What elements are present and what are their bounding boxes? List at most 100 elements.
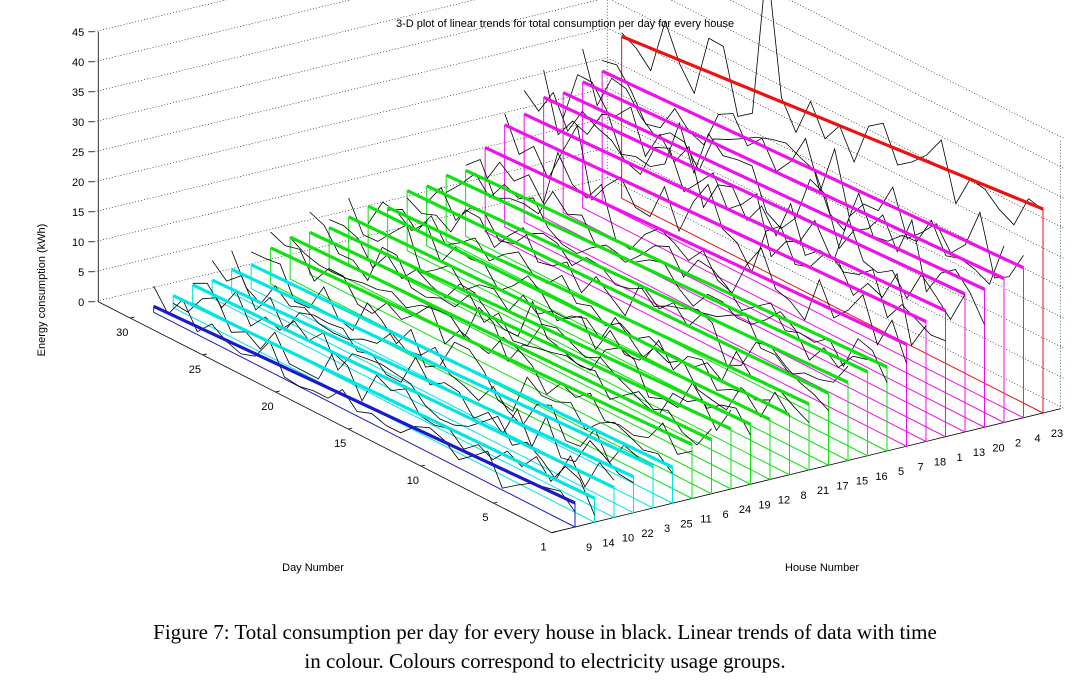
data-line <box>562 74 985 325</box>
grid-line <box>607 147 1065 379</box>
z-tick-label: 45 <box>72 27 84 39</box>
trend-line <box>581 80 1005 280</box>
trend-stem <box>426 185 849 462</box>
trend-stem <box>309 232 732 490</box>
trend-line <box>601 69 1025 270</box>
grid-line <box>94 177 608 303</box>
trend-stem <box>328 227 751 486</box>
grid-line <box>94 57 608 183</box>
data-line <box>211 260 634 484</box>
trend-stem <box>582 81 1005 424</box>
trend-stem <box>192 284 615 519</box>
trend-stem <box>601 71 1024 419</box>
z-axis-label: Energy consumption (kWh) <box>36 224 48 357</box>
trend-line <box>484 146 908 346</box>
data-line <box>367 201 790 418</box>
house-tick-label: 2 <box>1015 438 1021 450</box>
house-tick-label: 13 <box>973 447 985 459</box>
z-tick-label: 20 <box>72 177 84 189</box>
data-line <box>231 250 654 468</box>
house-tick-label: 16 <box>875 471 887 483</box>
trend-lines <box>152 34 1044 505</box>
grid-line <box>94 0 600 123</box>
grid-line <box>94 0 476 93</box>
trend-line <box>367 204 791 417</box>
trend-line <box>328 226 752 426</box>
chart-3d-plot: 3-D plot of linear trends for total cons… <box>36 0 1065 574</box>
trend-stem <box>367 206 790 476</box>
house-tick-label: 17 <box>836 480 848 492</box>
caption-line-1: Figure 7: Total consumption per day for … <box>153 620 937 644</box>
house-tick-label: 4 <box>1034 433 1040 445</box>
day-tick <box>551 531 556 534</box>
trend-stem <box>387 207 810 471</box>
grid-line <box>789 0 1065 139</box>
house-tick-label: 11 <box>700 514 711 526</box>
data-line <box>602 60 1024 279</box>
trend-line <box>406 189 830 395</box>
trend-line <box>445 173 869 374</box>
caption-line-2: in colour. Colours correspond to electri… <box>304 649 786 673</box>
day-tick <box>348 427 353 430</box>
trend-line <box>250 263 674 469</box>
house-tick-label: 6 <box>722 509 728 521</box>
grid-line <box>670 0 1065 199</box>
z-tick-label: 25 <box>72 147 84 159</box>
day-tick <box>420 464 425 467</box>
house-tick-label: 8 <box>800 490 806 502</box>
day-tick-label: 5 <box>482 512 488 524</box>
grid-line <box>94 27 608 153</box>
house-tick-label: 14 <box>602 537 614 549</box>
trend-line <box>308 230 732 431</box>
data-line <box>426 186 849 383</box>
grid-line <box>94 117 608 243</box>
grid-line <box>607 177 1065 409</box>
day-tick-label: 15 <box>334 438 346 450</box>
house-tick-label: 19 <box>758 499 770 511</box>
day-tick <box>493 501 498 504</box>
data-line <box>270 231 693 455</box>
house-tick-label: 12 <box>778 495 790 507</box>
trend-stem <box>211 280 634 514</box>
trend-stem <box>231 269 654 509</box>
day-tick <box>202 353 207 356</box>
day-tick-label: 20 <box>261 401 273 413</box>
house-tick-label: 23 <box>1051 428 1063 440</box>
trend-stem <box>504 124 927 443</box>
house-tick-label: 25 <box>680 518 692 530</box>
trend-stem <box>621 36 1044 414</box>
z-tick-label: 10 <box>72 237 84 249</box>
trend-stem <box>543 97 966 433</box>
trend-line <box>523 112 947 313</box>
grid-line <box>607 117 1065 349</box>
grid-line <box>607 87 1065 319</box>
data-line <box>250 251 673 474</box>
chart-title: 3-D plot of linear trends for total cons… <box>396 18 734 30</box>
day-tick-label: 1 <box>541 542 547 554</box>
house-tick-label: 5 <box>898 466 904 478</box>
trend-line <box>191 283 615 489</box>
figure-caption: Figure 7: Total consumption per day for … <box>0 618 1090 676</box>
house-tick-label: 21 <box>817 485 829 497</box>
trend-stem <box>406 190 829 467</box>
grid-line <box>94 0 227 33</box>
house-tick-label: 1 <box>956 452 962 464</box>
z-tick-label: 0 <box>78 297 84 309</box>
trend-line <box>289 235 713 442</box>
data-line <box>504 113 927 347</box>
house-tick-label: 18 <box>934 457 946 469</box>
trend-line <box>425 184 849 384</box>
trend-line <box>386 205 810 406</box>
data-line <box>289 237 712 446</box>
house-tick-label: 10 <box>622 533 634 545</box>
grid-line <box>94 147 608 273</box>
house-tick-label: 22 <box>641 528 653 540</box>
z-tick-label: 15 <box>72 207 84 219</box>
trend-line <box>152 304 576 505</box>
trend-line <box>503 123 927 323</box>
house-tick-label: 20 <box>992 442 1004 454</box>
z-tick-label: 40 <box>72 57 84 69</box>
data-line <box>348 197 771 411</box>
z-tick-label: 30 <box>72 117 84 129</box>
